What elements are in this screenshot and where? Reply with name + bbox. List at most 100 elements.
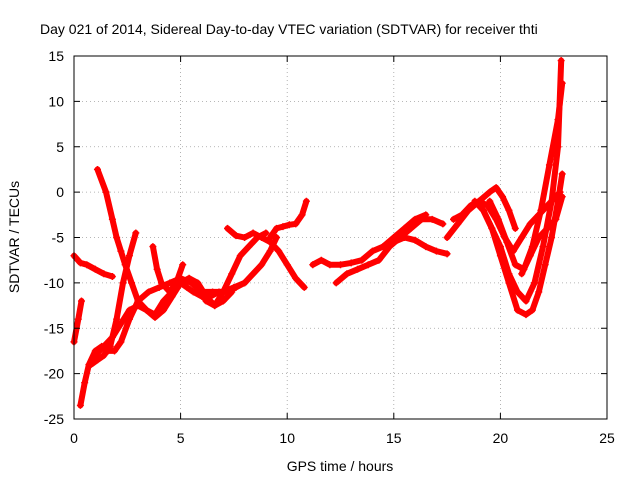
data-point <box>390 238 398 246</box>
series-10-trace <box>267 198 310 241</box>
data-point <box>166 288 174 296</box>
data-point <box>535 234 543 241</box>
y-axis-label: SDTVAR / TECUs <box>6 181 22 293</box>
series-13-markers <box>379 234 451 258</box>
data-point <box>486 188 494 196</box>
data-point <box>505 270 513 278</box>
data-point <box>548 234 556 241</box>
data-point <box>492 184 500 192</box>
data-point <box>548 197 556 205</box>
data-point <box>337 261 344 269</box>
data-point <box>528 306 536 314</box>
data-point <box>541 261 549 269</box>
data-point <box>100 351 108 359</box>
y-tick-label: -15 <box>44 320 64 336</box>
data-point <box>185 274 193 282</box>
data-point <box>526 252 534 260</box>
data-point <box>113 234 121 241</box>
data-point <box>228 270 236 278</box>
data-point <box>83 261 91 269</box>
data-point <box>449 215 457 223</box>
x-tick-label: 10 <box>279 430 295 446</box>
data-point <box>232 283 240 291</box>
data-point <box>145 288 153 296</box>
data-point <box>211 302 219 310</box>
data-point <box>494 215 502 223</box>
data-point <box>418 215 426 223</box>
x-axis-label: GPS time / hours <box>287 458 394 474</box>
data-point <box>298 211 306 219</box>
data-point <box>275 247 283 255</box>
data-point <box>300 283 308 291</box>
data-point <box>142 306 150 314</box>
y-tick-label: -25 <box>44 411 64 427</box>
data-point <box>499 193 507 201</box>
data-point <box>206 292 214 300</box>
data-point <box>526 220 534 228</box>
data-point <box>522 297 530 305</box>
series-6-markers <box>91 274 236 359</box>
data-point <box>479 206 487 214</box>
data-point <box>76 259 84 267</box>
data-point <box>149 243 157 251</box>
data-point <box>245 243 253 251</box>
data-point <box>518 270 526 278</box>
data-point <box>108 215 116 223</box>
data-point <box>539 243 547 251</box>
data-point <box>279 223 287 231</box>
data-point <box>102 188 110 196</box>
data-point <box>443 250 451 258</box>
data-point <box>354 265 362 273</box>
data-point <box>74 315 82 323</box>
data-point <box>108 333 116 341</box>
y-tick-label: -5 <box>52 230 65 246</box>
data-point <box>292 220 300 228</box>
data-point <box>518 234 526 241</box>
series-9-markers <box>224 224 308 291</box>
series-12-trace <box>333 216 446 286</box>
data-point <box>236 252 244 260</box>
data-point <box>488 224 496 232</box>
data-point <box>232 232 240 240</box>
data-point <box>76 401 84 409</box>
data-point <box>241 279 249 287</box>
data-point <box>432 247 440 255</box>
data-point <box>117 338 125 346</box>
data-point <box>375 256 383 264</box>
x-tick-label: 20 <box>493 430 509 446</box>
data-point <box>134 302 142 310</box>
data-point <box>531 279 539 287</box>
data-point <box>87 361 95 369</box>
data-point <box>454 220 462 228</box>
data-point <box>554 143 562 151</box>
data-point <box>113 315 121 323</box>
data-point <box>157 279 165 287</box>
data-point <box>183 283 191 291</box>
data-point <box>505 206 513 214</box>
data-point <box>326 261 334 269</box>
data-point <box>535 288 543 296</box>
series-19-markers <box>518 193 566 278</box>
data-point <box>292 274 300 282</box>
data-point <box>407 224 415 232</box>
data-point <box>93 165 101 173</box>
series-5-markers <box>87 229 140 369</box>
data-point <box>422 243 430 251</box>
series-1-markers <box>70 252 116 281</box>
x-tick-label: 15 <box>386 430 402 446</box>
data-point <box>224 288 232 296</box>
data-point <box>347 259 355 267</box>
y-tick-label: 10 <box>48 93 64 109</box>
data-point <box>125 306 133 314</box>
data-point <box>317 256 325 264</box>
data-point <box>558 170 566 178</box>
data-point <box>111 347 119 355</box>
data-point <box>439 220 447 228</box>
data-point <box>91 351 99 359</box>
x-axis-ticks: 0 5 10 15 20 25 <box>70 56 615 446</box>
data-point <box>108 273 116 281</box>
x-tick-label: 5 <box>177 430 185 446</box>
data-point <box>283 261 291 269</box>
data-point <box>241 234 249 241</box>
